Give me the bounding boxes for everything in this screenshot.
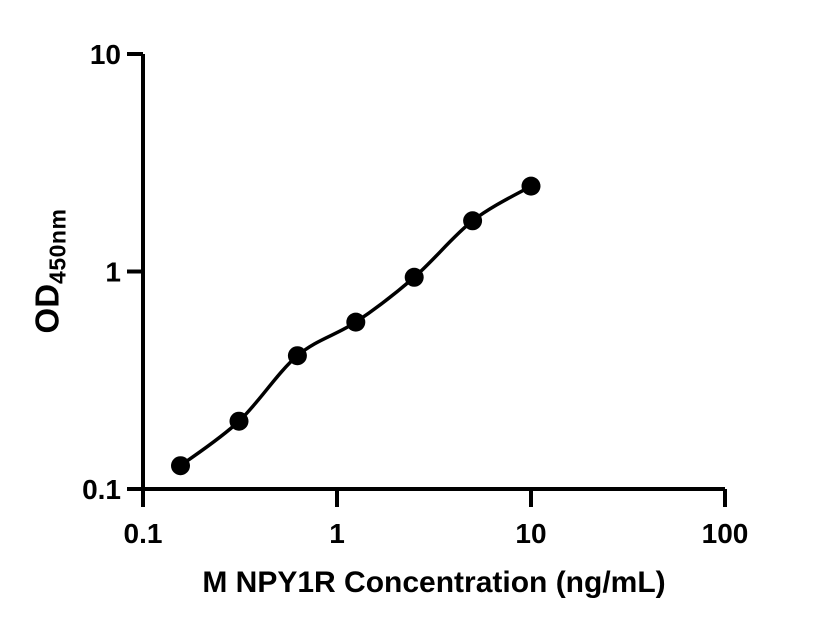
data-point [521, 176, 541, 196]
y-tick-label: 10 [90, 39, 121, 70]
y-tick-label: 0.1 [82, 474, 121, 505]
y-axis-title-subscript: 450nm [44, 208, 71, 284]
y-axis-title: OD450nm [29, 209, 72, 334]
x-tick-label: 100 [702, 518, 749, 549]
data-point [171, 456, 190, 476]
x-tick-label: 0.1 [124, 518, 163, 549]
x-axis-title: M NPY1R Concentration (ng/mL) [202, 566, 666, 599]
y-tick-label: 1 [105, 256, 121, 287]
data-point [463, 211, 483, 231]
data-point [229, 411, 249, 431]
data-point [287, 346, 307, 366]
data-point [404, 267, 424, 287]
data-point [346, 312, 366, 332]
x-tick-label: 1 [329, 518, 345, 549]
y-axis-title-main: OD [28, 283, 66, 334]
x-tick-label: 10 [515, 518, 546, 549]
